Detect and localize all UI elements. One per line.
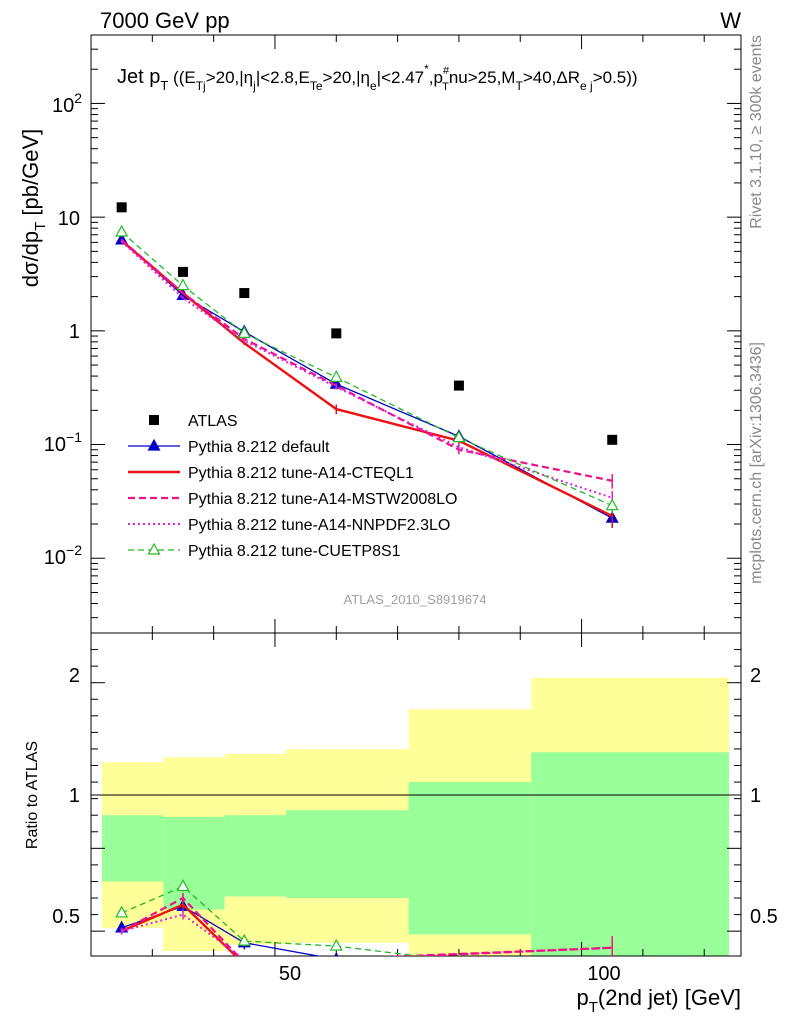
series-cuetp8s1 bbox=[115, 224, 619, 513]
ratio-point-cuetp8s1 bbox=[176, 879, 190, 892]
legend-swatch-marker bbox=[147, 542, 161, 555]
ratio-band-inner bbox=[531, 752, 729, 956]
y-tick-label-1e-2: 10−2 bbox=[44, 542, 82, 569]
ratio-band-inner bbox=[102, 815, 164, 882]
series-default bbox=[115, 232, 619, 528]
legend-item-cteql1: Pythia 8.212 tune-A14-CTEQL1 bbox=[128, 465, 414, 482]
data-point-cuetp8s1 bbox=[605, 498, 619, 511]
mcplots-label: mcplots.cern.ch [arXiv:1306.3436] bbox=[748, 342, 765, 584]
y-tick-label-10: 10 bbox=[58, 208, 80, 230]
series-line-default bbox=[121, 239, 613, 519]
legend-swatch-marker bbox=[149, 415, 159, 425]
data-point-data bbox=[239, 288, 250, 299]
data-point-cuetp8s1 bbox=[329, 370, 343, 382]
rivet-version-label: Rivet 3.1.10, ≥ 300k events bbox=[748, 35, 765, 229]
x-tick-label-50: 50 bbox=[279, 963, 301, 985]
main-y-tick-labels: 10−2 10−1 1 10 102 bbox=[44, 90, 82, 569]
main-data-series bbox=[115, 202, 619, 528]
legend-item-nnpdf: Pythia 8.212 tune-A14-NNPDF2.3LO bbox=[128, 517, 450, 534]
ratio-point-default bbox=[334, 952, 339, 956]
ratio-y-tick-2-right: 2 bbox=[750, 665, 761, 687]
ratio-y-axis-label: Ratio to ATLAS bbox=[24, 741, 41, 849]
legend-label: Pythia 8.212 tune-A14-NNPDF2.3LO bbox=[188, 517, 450, 534]
main-axis-ticks bbox=[90, 34, 741, 633]
ratio-line-cteql1 bbox=[121, 903, 238, 956]
ratio-y-tick-1: 1 bbox=[69, 785, 80, 807]
y-tick-label-1e-1: 10−1 bbox=[44, 429, 82, 456]
data-point-data bbox=[177, 266, 188, 277]
legend-label: Pythia 8.212 default bbox=[188, 439, 330, 456]
series-line-mstw bbox=[120, 239, 613, 482]
legend-item-cuetp8s1: Pythia 8.212 tune-CUETP8S1 bbox=[128, 542, 401, 560]
data-point-data bbox=[607, 434, 618, 445]
ratio-y-tick-0.5: 0.5 bbox=[52, 906, 80, 928]
legend-label: ATLAS bbox=[188, 413, 238, 430]
y-tick-label-1e2: 102 bbox=[52, 90, 82, 117]
ratio-point-cuetp8s1 bbox=[329, 938, 343, 951]
ratio-band-inner bbox=[163, 816, 225, 910]
header-left: 7000 GeV pp bbox=[100, 8, 230, 33]
ratio-point-cuetp8s1 bbox=[457, 953, 461, 956]
ratio-band-inner bbox=[224, 815, 286, 897]
ratio-y-tick-2: 2 bbox=[69, 665, 80, 687]
series-cteql1 bbox=[120, 239, 613, 528]
ratio-series-nnpdf bbox=[120, 909, 242, 956]
series-data bbox=[116, 202, 618, 445]
ratio-y-tick-labels-left: 2 1 0.5 bbox=[52, 665, 80, 928]
data-point-data bbox=[453, 380, 464, 391]
legend-item-mstw: Pythia 8.212 tune-A14-MSTW2008LO bbox=[128, 491, 457, 508]
analysis-watermark: ATLAS_2010_S8919674 bbox=[344, 592, 487, 607]
legend-label: Pythia 8.212 tune-A14-CTEQL1 bbox=[188, 465, 414, 482]
data-point-cuetp8s1 bbox=[237, 326, 251, 338]
main-y-axis-label: dσ/dpT [pb/GeV] bbox=[18, 129, 49, 288]
ratio-point-cuetp8s1 bbox=[237, 933, 251, 946]
ratio-band-inner bbox=[285, 810, 409, 899]
ratio-line-mstw bbox=[121, 896, 613, 956]
legend-label: Pythia 8.212 tune-CUETP8S1 bbox=[188, 543, 401, 560]
x-axis-label: pT(2nd jet) [GeV] bbox=[577, 985, 742, 1016]
plot-title: Jet pT ((ETj>20,|ηj|<2.8,ETe>20,|ηe|<2.4… bbox=[117, 62, 638, 93]
x-tick-label-100: 100 bbox=[587, 963, 620, 985]
legend-item-default: Pythia 8.212 default bbox=[128, 438, 330, 456]
ratio-line-cuetp8s1 bbox=[121, 885, 424, 956]
ratio-series-cuetp8s1 bbox=[115, 879, 461, 956]
ratio-axis-ticks bbox=[90, 633, 741, 956]
legend: ATLAS Pythia 8.212 default Pythia 8.212 tu… bbox=[128, 413, 457, 560]
header-right: W bbox=[720, 8, 741, 33]
ratio-y-tick-labels-right: 2 1 0.5 bbox=[750, 665, 778, 928]
ratio-uncertainty-bands bbox=[102, 677, 729, 956]
ratio-y-tick-1-right: 1 bbox=[750, 785, 761, 807]
ratio-y-tick-0.5-right: 0.5 bbox=[750, 906, 778, 928]
legend-label: Pythia 8.212 tune-A14-MSTW2008LO bbox=[188, 491, 457, 508]
y-tick-label-1: 1 bbox=[69, 321, 80, 343]
ratio-point-cuetp8s1 bbox=[115, 905, 129, 918]
data-point-cuetp8s1 bbox=[115, 224, 129, 237]
data-point-cuetp8s1 bbox=[452, 430, 466, 443]
legend-swatch-marker bbox=[147, 438, 161, 451]
data-point-cuetp8s1 bbox=[176, 278, 190, 291]
series-line-cuetp8s1 bbox=[121, 231, 613, 507]
ratio-data-series bbox=[115, 879, 613, 956]
data-point-data bbox=[116, 202, 127, 213]
legend-item-data: ATLAS bbox=[149, 413, 238, 430]
data-point-data bbox=[331, 328, 342, 339]
ratio-band-inner bbox=[408, 782, 532, 935]
ratio-line-nnpdf bbox=[121, 913, 242, 956]
series-line-nnpdf bbox=[120, 240, 613, 499]
